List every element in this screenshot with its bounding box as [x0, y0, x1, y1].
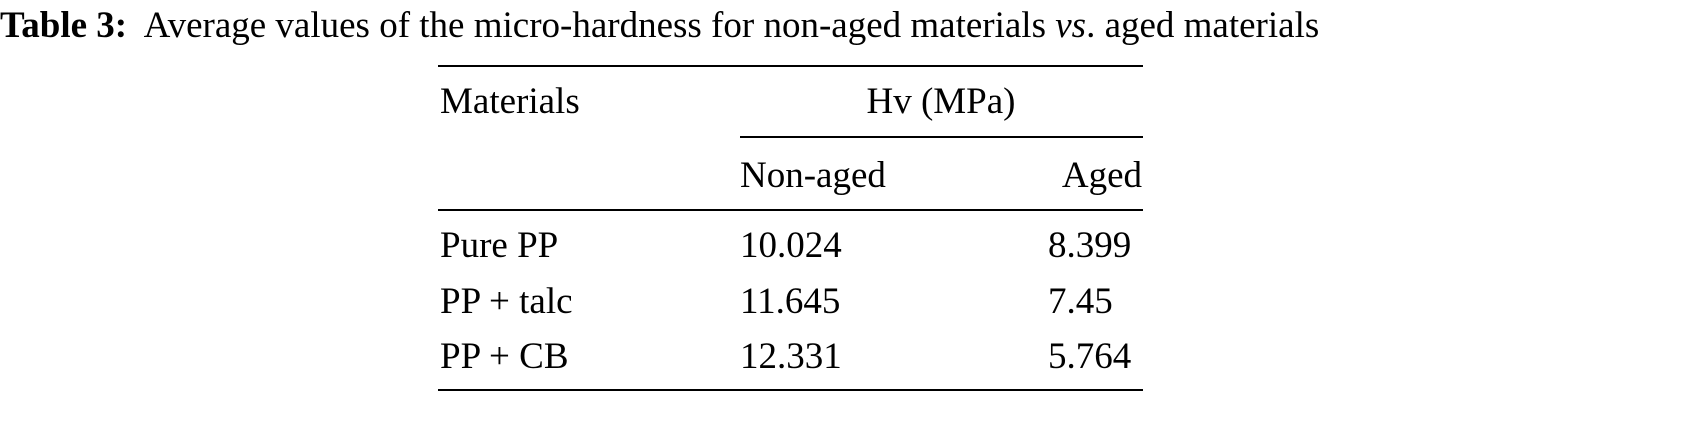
group-rule	[740, 136, 1143, 138]
table-caption: Table 3: Average values of the micro-har…	[0, 4, 1708, 48]
cell-aged: 5.764	[1048, 336, 1132, 377]
header-aged: Aged	[1061, 155, 1142, 196]
cell-non-aged: 12.331	[740, 336, 842, 377]
cell-non-aged: 11.645	[740, 281, 841, 322]
caption-label: Table 3:	[0, 5, 128, 46]
header-rule	[438, 209, 1143, 211]
caption-italic: vs	[1055, 5, 1087, 46]
top-rule	[438, 65, 1143, 67]
cell-material: PP + CB	[440, 336, 569, 377]
header-hv-group: Hv (MPa)	[866, 81, 1016, 122]
bottom-rule	[438, 389, 1143, 391]
caption-text-end: . aged materials	[1086, 5, 1320, 46]
cell-non-aged: 10.024	[740, 225, 842, 266]
header-non-aged: Non-aged	[740, 155, 886, 196]
cell-aged: 8.399	[1048, 225, 1132, 266]
cell-material: PP + talc	[440, 281, 573, 322]
cell-material: Pure PP	[440, 225, 559, 266]
cell-aged: 7.45	[1048, 281, 1113, 322]
header-materials: Materials	[440, 81, 580, 122]
caption-text: Average values of the micro-hardness for…	[143, 5, 1056, 46]
